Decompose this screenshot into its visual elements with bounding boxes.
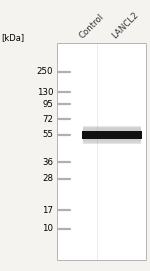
Text: Control: Control	[78, 12, 106, 41]
Text: 72: 72	[42, 115, 53, 124]
Text: LANCL2: LANCL2	[110, 11, 140, 41]
Text: 95: 95	[42, 100, 53, 109]
Text: 17: 17	[42, 206, 53, 215]
Bar	[82, 127, 141, 143]
Bar	[82, 128, 141, 141]
Text: [kDa]: [kDa]	[2, 33, 25, 42]
Bar	[57, 43, 146, 260]
Text: 28: 28	[42, 174, 53, 183]
Text: 36: 36	[42, 158, 53, 167]
Bar	[82, 131, 142, 139]
Bar	[82, 125, 141, 144]
Text: 10: 10	[42, 224, 53, 233]
Text: 250: 250	[37, 67, 53, 76]
Text: 55: 55	[42, 130, 53, 139]
Text: 130: 130	[37, 88, 53, 97]
